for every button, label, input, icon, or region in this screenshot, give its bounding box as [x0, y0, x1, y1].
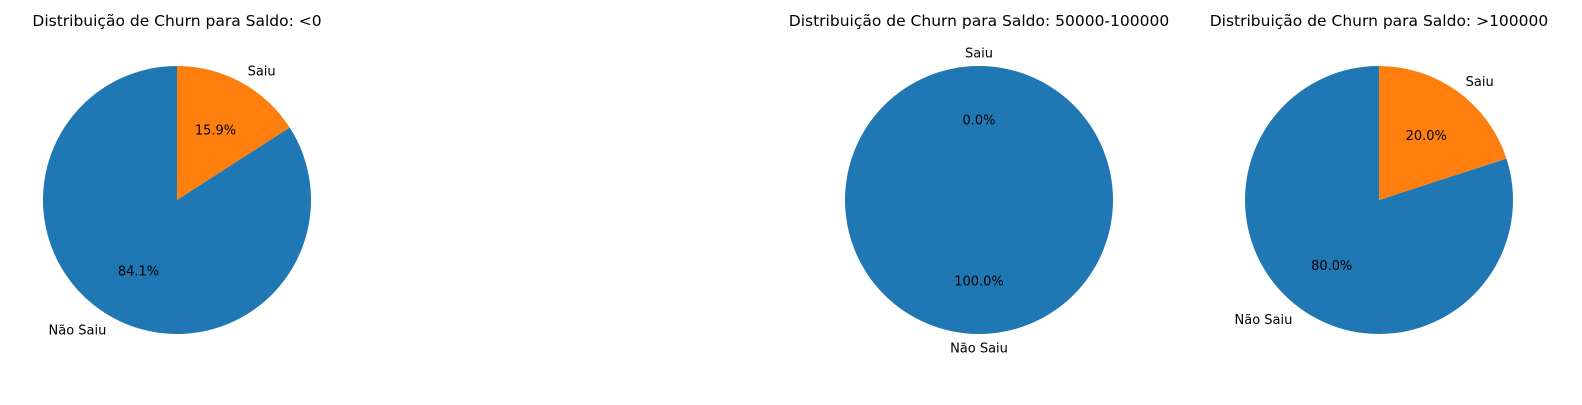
slice-percent-saiu: 20.0%	[1406, 129, 1447, 144]
pie-slice-saiu	[1379, 66, 1507, 200]
slice-percent-saiu: 15.9%	[195, 123, 236, 138]
chart-title: Distribuição de Churn para Saldo: 50000-…	[789, 12, 1169, 30]
slice-percent-saiu: 0.0%	[962, 114, 995, 129]
chart-title: Distribuição de Churn para Saldo: >10000…	[1210, 12, 1549, 30]
pie-slice-saiu	[177, 66, 290, 200]
slice-label-n-o-saiu: Não Saiu	[49, 323, 107, 338]
pie-chart-2: Distribuição de Churn para Saldo: 50000-…	[789, 12, 1169, 356]
chart-title: Distribuição de Churn para Saldo: <0	[32, 12, 321, 30]
slice-label-n-o-saiu: Não Saiu	[1235, 313, 1293, 328]
slice-label-n-o-saiu: Não Saiu	[950, 341, 1008, 356]
slice-percent-n-o-saiu: 84.1%	[118, 265, 159, 280]
slice-label-saiu: Saiu	[1466, 75, 1494, 90]
pie-chart-3: Distribuição de Churn para Saldo: >10000…	[1210, 12, 1549, 334]
slice-percent-n-o-saiu: 100.0%	[954, 274, 1004, 289]
pie-slice-n-o-saiu	[845, 66, 1113, 334]
pie-chart-1: Distribuição de Churn para Saldo: <0 Não …	[32, 12, 321, 338]
pie-slice-n-o-saiu	[43, 66, 312, 334]
slice-label-saiu: Saiu	[965, 47, 993, 62]
slice-percent-n-o-saiu: 80.0%	[1311, 259, 1352, 274]
slice-label-saiu: Saiu	[248, 65, 276, 80]
